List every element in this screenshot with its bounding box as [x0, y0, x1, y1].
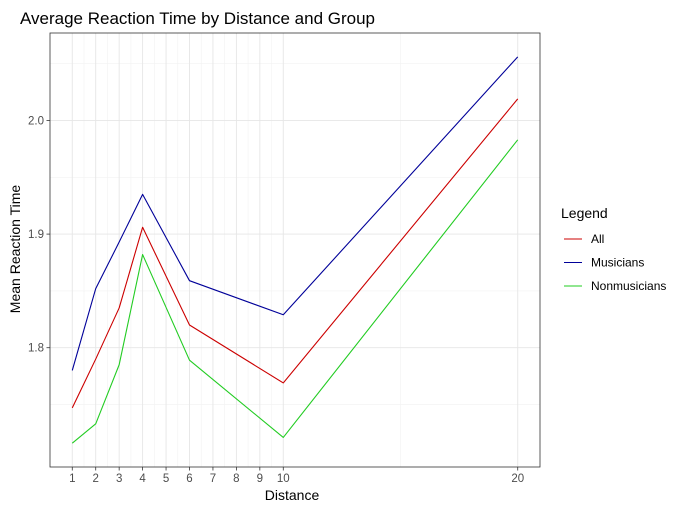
- chart-title: Average Reaction Time by Distance and Gr…: [20, 9, 375, 28]
- x-tick-label: 6: [186, 473, 192, 485]
- x-tick-label: 10: [277, 473, 290, 485]
- series-line-nonmusicians: [71, 139, 519, 444]
- series-line-all: [71, 98, 519, 409]
- legend: Legend All Musicians Nonmusicians: [561, 205, 666, 293]
- x-tick-label: 3: [116, 473, 122, 485]
- y-tick-label: 1.8: [28, 343, 44, 355]
- x-tick-label: 2: [93, 473, 99, 485]
- grid-minor: [50, 33, 540, 467]
- x-tick-label: 4: [139, 473, 146, 485]
- x-tick-label: 5: [163, 473, 169, 485]
- y-tick-label: 1.9: [28, 229, 44, 241]
- legend-title: Legend: [561, 205, 608, 221]
- x-tick-label: 8: [233, 473, 239, 485]
- y-axis-title: Mean Reaction Time: [7, 185, 23, 314]
- x-axis-ticks: 1 2 3 4 5 6 7 8 9 10 20: [69, 467, 524, 485]
- series-line-musicians: [71, 56, 519, 371]
- y-axis-ticks: 1.8 1.9 2.0: [28, 115, 50, 355]
- x-tick-label: 9: [257, 473, 263, 485]
- grid-major: [50, 33, 540, 467]
- x-tick-label: 7: [210, 473, 216, 485]
- plot-panel-border: [49, 32, 541, 468]
- y-tick-label: 2.0: [28, 115, 44, 127]
- legend-label-all: All: [591, 232, 604, 246]
- x-axis-title: Distance: [265, 487, 320, 503]
- series-lines: [71, 56, 519, 444]
- legend-label-nonmusicians: Nonmusicians: [591, 279, 666, 293]
- x-tick-label: 20: [511, 473, 524, 485]
- x-tick-label: 1: [69, 473, 75, 485]
- legend-label-musicians: Musicians: [591, 256, 644, 270]
